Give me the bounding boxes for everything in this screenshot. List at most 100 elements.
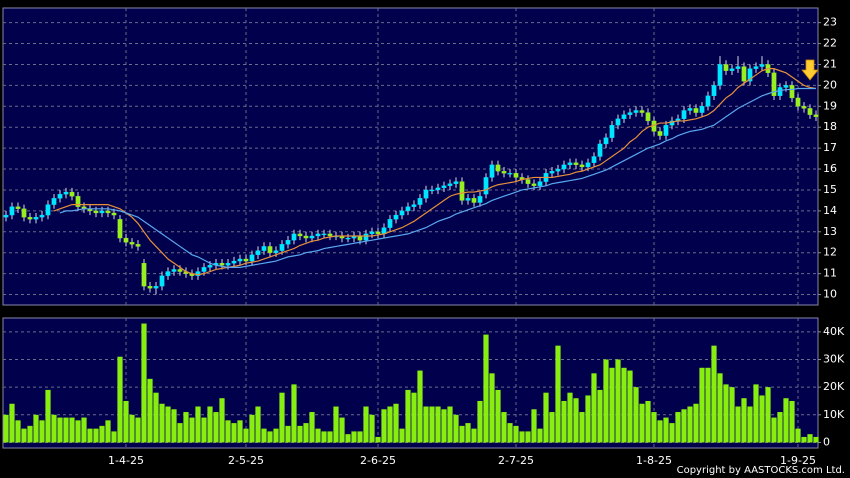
volume-bar — [45, 389, 51, 443]
candle-body — [393, 214, 399, 220]
volume-bar — [9, 403, 15, 443]
candle-body — [573, 162, 579, 166]
volume-bar — [711, 345, 717, 443]
candle-body — [483, 177, 489, 195]
volume-bar — [591, 373, 597, 443]
volume-bar — [411, 392, 417, 443]
volume-bar — [489, 373, 495, 443]
candle-body — [225, 263, 231, 266]
volume-bar — [249, 414, 255, 443]
volume-bar — [315, 428, 321, 443]
candle-body — [357, 235, 363, 241]
candle-body — [459, 181, 465, 201]
candle-body — [9, 206, 15, 216]
volume-bar — [555, 345, 561, 443]
volume-bar — [207, 406, 213, 443]
y-tick-label: 40K — [823, 325, 845, 338]
volume-bar — [3, 414, 9, 443]
volume-bar — [447, 406, 453, 443]
candle-body — [657, 131, 663, 136]
volume-bar — [75, 420, 81, 443]
volume-bar — [195, 406, 201, 443]
candle-body — [441, 185, 447, 189]
candle-body — [27, 217, 33, 220]
volume-bar — [735, 406, 741, 443]
volume-bar — [417, 370, 423, 443]
volume-bar — [609, 367, 615, 443]
candle-body — [639, 110, 645, 113]
candle-body — [789, 85, 795, 99]
volume-bar — [795, 428, 801, 443]
volume-bar — [123, 400, 129, 443]
volume-bar — [687, 406, 693, 443]
volume-bar — [279, 392, 285, 443]
candle-body — [549, 170, 555, 174]
y-tick-label: 17 — [823, 141, 837, 154]
volume-bar — [363, 406, 369, 443]
x-tick-label: 1-8-25 — [636, 454, 672, 467]
candle-body — [327, 233, 333, 237]
volume-bar — [657, 420, 663, 443]
volume-bar — [513, 425, 519, 443]
volume-bar — [789, 400, 795, 443]
candle-body — [687, 108, 693, 111]
latest-arrow — [801, 59, 819, 81]
candle-body — [813, 114, 819, 117]
volume-bar — [129, 414, 135, 443]
volume-bar — [357, 431, 363, 443]
volume-bar — [93, 428, 99, 443]
volume-bar — [501, 412, 507, 443]
volume-bar — [693, 403, 699, 443]
volume-bar — [27, 425, 33, 443]
volume-bar — [117, 356, 123, 443]
candle-body — [171, 269, 177, 272]
candle-body — [237, 258, 243, 262]
volume-bar — [339, 417, 345, 443]
volume-bar — [495, 389, 501, 443]
volume-bar — [783, 398, 789, 443]
copyright: Copyright by AASTOCKS.com Ltd. — [677, 465, 845, 476]
candle-body — [699, 106, 705, 113]
y-tick-label: 10K — [823, 408, 845, 421]
candle-body — [129, 242, 135, 245]
y-tick-label: 10 — [823, 288, 837, 301]
candle-body — [621, 114, 627, 120]
candle-body — [669, 120, 675, 126]
volume-bar — [729, 387, 735, 443]
volume-bar — [273, 428, 279, 443]
volume-bar — [159, 403, 165, 443]
candle-body — [297, 233, 303, 237]
volume-bar — [327, 431, 333, 443]
volume-bar — [627, 370, 633, 443]
y-tick-label: 11 — [823, 267, 837, 280]
candle-body — [735, 66, 741, 69]
volume-bar — [267, 431, 273, 443]
candle-body — [219, 263, 225, 266]
volume-bar — [171, 409, 177, 443]
volume-bar — [183, 412, 189, 443]
volume-bar — [651, 412, 657, 443]
candle-body — [261, 246, 267, 251]
candle-body — [363, 233, 369, 241]
candle-body — [147, 286, 153, 289]
candle-body — [285, 240, 291, 245]
candle-body — [453, 181, 459, 184]
candle-body — [159, 275, 165, 287]
candle-body — [177, 269, 183, 272]
candle-body — [165, 271, 171, 276]
candle-body — [267, 246, 273, 253]
candle-body — [507, 173, 513, 175]
candle-body — [477, 196, 483, 203]
candle-body — [561, 164, 567, 170]
volume-bar — [33, 414, 39, 443]
y-tick-label: 16 — [823, 162, 837, 175]
candle-body — [195, 271, 201, 276]
candle-body — [141, 263, 147, 287]
volume-bar — [321, 431, 327, 443]
candle-body — [471, 198, 477, 203]
candle-body — [417, 198, 423, 205]
candle-body — [723, 64, 729, 71]
candle-body — [423, 189, 429, 199]
moving-average-line — [59, 87, 816, 268]
volume-bar — [351, 431, 357, 443]
